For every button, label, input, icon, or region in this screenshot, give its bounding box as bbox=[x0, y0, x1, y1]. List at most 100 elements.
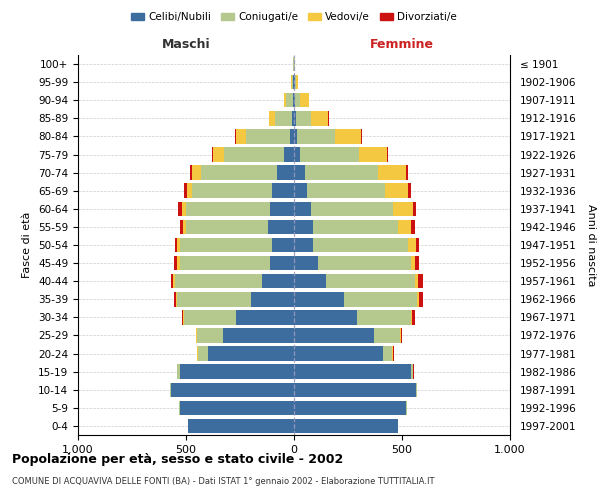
Bar bbox=[295, 75, 296, 90]
Bar bbox=[294, 364, 410, 379]
Bar bbox=[198, 346, 208, 361]
Bar bbox=[410, 310, 412, 324]
Bar bbox=[275, 111, 292, 126]
Bar bbox=[182, 202, 186, 216]
Text: Maschi: Maschi bbox=[161, 38, 211, 52]
Bar bbox=[178, 292, 251, 306]
Bar bbox=[284, 93, 286, 108]
Bar bbox=[291, 75, 292, 90]
Bar bbox=[393, 346, 394, 361]
Bar bbox=[356, 310, 410, 324]
Bar bbox=[251, 292, 294, 306]
Bar bbox=[313, 238, 409, 252]
Bar bbox=[419, 292, 422, 306]
Bar bbox=[295, 93, 301, 108]
Bar bbox=[294, 202, 311, 216]
Bar bbox=[294, 310, 356, 324]
Bar bbox=[344, 292, 417, 306]
Bar bbox=[293, 93, 294, 108]
Bar bbox=[173, 274, 175, 288]
Bar bbox=[385, 184, 409, 198]
Bar bbox=[178, 202, 182, 216]
Bar bbox=[406, 166, 409, 180]
Bar bbox=[374, 328, 400, 342]
Text: Popolazione per età, sesso e stato civile - 2002: Popolazione per età, sesso e stato civil… bbox=[12, 452, 343, 466]
Bar bbox=[212, 148, 213, 162]
Bar bbox=[296, 111, 311, 126]
Bar bbox=[409, 238, 416, 252]
Bar bbox=[413, 202, 416, 216]
Bar bbox=[272, 184, 294, 198]
Bar bbox=[277, 166, 294, 180]
Bar bbox=[335, 129, 361, 144]
Bar bbox=[178, 238, 179, 252]
Bar bbox=[179, 220, 183, 234]
Bar bbox=[392, 346, 393, 361]
Bar bbox=[409, 184, 411, 198]
Bar bbox=[418, 274, 422, 288]
Bar bbox=[178, 256, 179, 270]
Bar bbox=[307, 184, 385, 198]
Bar bbox=[235, 129, 236, 144]
Bar bbox=[412, 310, 415, 324]
Bar bbox=[311, 111, 328, 126]
Bar bbox=[201, 166, 277, 180]
Bar bbox=[196, 328, 197, 342]
Bar bbox=[270, 202, 294, 216]
Bar bbox=[294, 328, 374, 342]
Bar bbox=[294, 238, 313, 252]
Bar bbox=[326, 274, 415, 288]
Bar bbox=[178, 364, 179, 379]
Bar bbox=[394, 202, 413, 216]
Bar bbox=[175, 238, 178, 252]
Bar bbox=[224, 148, 284, 162]
Bar bbox=[296, 75, 298, 90]
Bar bbox=[416, 238, 419, 252]
Bar bbox=[172, 274, 173, 288]
Bar bbox=[186, 202, 270, 216]
Bar bbox=[417, 292, 419, 306]
Bar bbox=[183, 310, 184, 324]
Bar bbox=[183, 220, 186, 234]
Bar bbox=[290, 129, 294, 144]
Bar bbox=[175, 274, 262, 288]
Bar bbox=[184, 310, 236, 324]
Bar bbox=[171, 382, 294, 397]
Bar bbox=[268, 220, 294, 234]
Bar bbox=[176, 292, 178, 306]
Y-axis label: Anni di nascita: Anni di nascita bbox=[586, 204, 596, 286]
Bar bbox=[294, 274, 326, 288]
Bar bbox=[187, 184, 193, 198]
Bar bbox=[401, 328, 402, 342]
Bar bbox=[294, 148, 301, 162]
Bar bbox=[294, 418, 398, 433]
Bar bbox=[188, 418, 294, 433]
Bar bbox=[410, 256, 415, 270]
Bar bbox=[208, 346, 294, 361]
Bar bbox=[186, 220, 268, 234]
Bar bbox=[410, 364, 413, 379]
Bar bbox=[270, 256, 294, 270]
Bar bbox=[361, 129, 362, 144]
Bar bbox=[383, 346, 392, 361]
Bar bbox=[359, 148, 387, 162]
Bar bbox=[294, 346, 383, 361]
Bar bbox=[301, 148, 359, 162]
Bar bbox=[294, 184, 307, 198]
Bar bbox=[296, 129, 335, 144]
Bar bbox=[378, 166, 406, 180]
Bar bbox=[223, 328, 294, 342]
Bar bbox=[318, 256, 410, 270]
Bar bbox=[294, 166, 305, 180]
Bar bbox=[272, 238, 294, 252]
Bar bbox=[294, 256, 318, 270]
Bar bbox=[294, 111, 296, 126]
Bar bbox=[197, 328, 223, 342]
Bar bbox=[247, 129, 290, 144]
Bar bbox=[286, 93, 293, 108]
Y-axis label: Fasce di età: Fasce di età bbox=[22, 212, 32, 278]
Bar bbox=[311, 202, 394, 216]
Bar bbox=[284, 148, 294, 162]
Bar bbox=[179, 400, 294, 415]
Bar bbox=[184, 184, 187, 198]
